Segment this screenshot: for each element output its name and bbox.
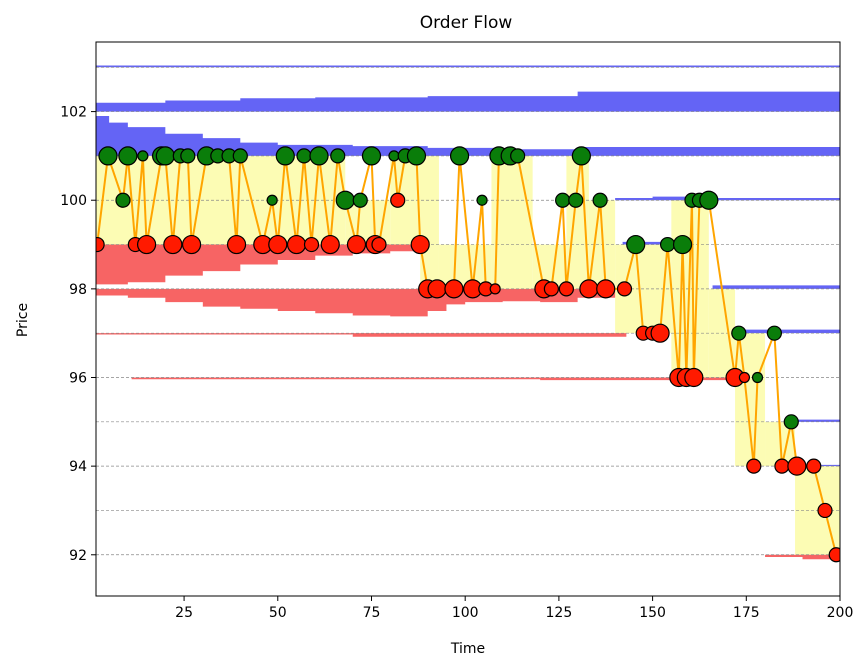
buy-trade-marker — [699, 190, 719, 210]
x-axis-label: Time — [450, 641, 485, 657]
sell-trade-marker — [579, 279, 599, 299]
sell-trade-marker — [346, 234, 367, 255]
buy-trade-marker — [155, 146, 175, 166]
sell-trade-marker — [596, 279, 616, 299]
buy-trade-marker — [592, 192, 608, 208]
sell-trade-marker — [828, 547, 840, 563]
sell-trade-marker — [787, 456, 807, 476]
sell-trade-marker — [738, 371, 751, 384]
plot-area — [96, 65, 840, 563]
x-tick-label: 125 — [546, 605, 573, 621]
y-tick-label: 98 — [69, 282, 87, 298]
ask-depth-band-97 — [738, 329, 840, 334]
buy-trade-marker — [388, 150, 400, 162]
y-tick-label: 92 — [69, 548, 87, 564]
buy-trade-marker — [571, 146, 591, 166]
sell-trade-marker — [181, 234, 202, 255]
sell-trade-marker — [136, 234, 157, 255]
ask-depth-band-100 — [615, 196, 840, 201]
buy-trade-marker — [783, 414, 799, 430]
sell-trade-marker — [390, 192, 406, 208]
x-tick-label: 100 — [452, 605, 479, 621]
sell-trade-marker — [427, 279, 447, 299]
plot-frame — [95, 41, 841, 597]
ask-depth-band-102 — [96, 91, 840, 112]
sell-trade-marker — [806, 458, 822, 474]
buy-trade-marker — [232, 148, 248, 164]
ask-depth-band-101 — [96, 116, 840, 156]
sell-trade-marker — [558, 281, 574, 297]
buy-trade-marker — [449, 146, 470, 166]
y-tick-label: 102 — [60, 105, 87, 121]
y-tick-label: 94 — [69, 459, 87, 475]
buy-trade-marker — [180, 148, 196, 164]
buy-trade-marker — [352, 192, 368, 208]
x-tick-label: 200 — [827, 605, 854, 621]
buy-trade-marker — [115, 192, 131, 208]
buy-trade-marker — [361, 146, 382, 166]
buy-trade-marker — [330, 148, 346, 164]
bid-depth-band-96 — [131, 377, 728, 381]
bid-depth-band-99 — [96, 244, 421, 285]
sell-trade-marker — [226, 234, 247, 255]
buy-trade-marker — [406, 146, 427, 166]
sell-trade-marker — [96, 236, 105, 253]
ask-depth-band-98 — [712, 285, 840, 289]
sell-trade-marker — [286, 234, 307, 255]
buy-trade-marker — [568, 192, 584, 208]
buy-trade-marker — [98, 146, 118, 166]
x-tick-label: 175 — [733, 605, 760, 621]
buy-trade-marker — [659, 236, 676, 253]
sell-trade-marker — [410, 234, 430, 255]
sell-trade-marker — [320, 234, 340, 255]
sell-trade-marker — [303, 236, 320, 253]
buy-trade-marker — [118, 146, 138, 166]
buy-trade-marker — [555, 192, 571, 208]
x-tick-label: 50 — [269, 605, 287, 621]
spread-region — [735, 333, 766, 467]
sell-trade-marker — [371, 236, 387, 253]
sell-trade-marker — [489, 283, 501, 295]
x-tick-label: 150 — [639, 605, 666, 621]
buy-trade-marker — [309, 146, 329, 166]
buy-trade-marker — [275, 146, 295, 166]
bid-depth-band-92 — [765, 554, 840, 560]
x-axis: 25 50 75 100 125 150 175 200 — [175, 596, 853, 621]
sell-trade-marker — [650, 323, 670, 343]
sell-trade-marker — [817, 502, 833, 519]
y-tick-label: 96 — [69, 371, 87, 387]
buy-trade-marker — [476, 194, 488, 206]
spread-region — [438, 244, 492, 289]
buy-trade-marker — [626, 234, 646, 255]
sell-trade-marker — [684, 367, 704, 388]
y-axis: 92 94 96 98 100 102 — [60, 105, 96, 564]
x-tick-label: 75 — [363, 605, 381, 621]
sell-trade-marker — [268, 234, 288, 255]
sell-trade-marker — [543, 281, 559, 297]
sell-trade-marker — [774, 458, 790, 474]
buy-trade-marker — [751, 371, 764, 384]
x-tick-label: 25 — [175, 605, 193, 621]
bid-depth-band-97 — [96, 333, 627, 337]
sell-trade-marker — [616, 281, 633, 297]
buy-trade-marker — [672, 234, 693, 255]
buy-trade-marker — [731, 325, 747, 341]
buy-trade-marker — [766, 325, 783, 341]
ask-depth-band-95 — [795, 419, 840, 422]
buy-trade-marker — [335, 190, 355, 210]
buy-trade-marker — [137, 150, 149, 162]
y-axis-label: Price — [15, 303, 31, 337]
ask-depth-band-103 — [96, 65, 840, 68]
sell-trade-marker — [163, 234, 183, 255]
sell-trade-marker — [444, 279, 464, 299]
buy-trade-marker — [510, 148, 526, 164]
buy-trade-marker — [296, 148, 312, 164]
chart-title: Order Flow — [420, 13, 513, 33]
y-tick-label: 100 — [60, 193, 87, 209]
sell-trade-marker — [746, 458, 762, 474]
buy-trade-marker — [266, 194, 278, 206]
